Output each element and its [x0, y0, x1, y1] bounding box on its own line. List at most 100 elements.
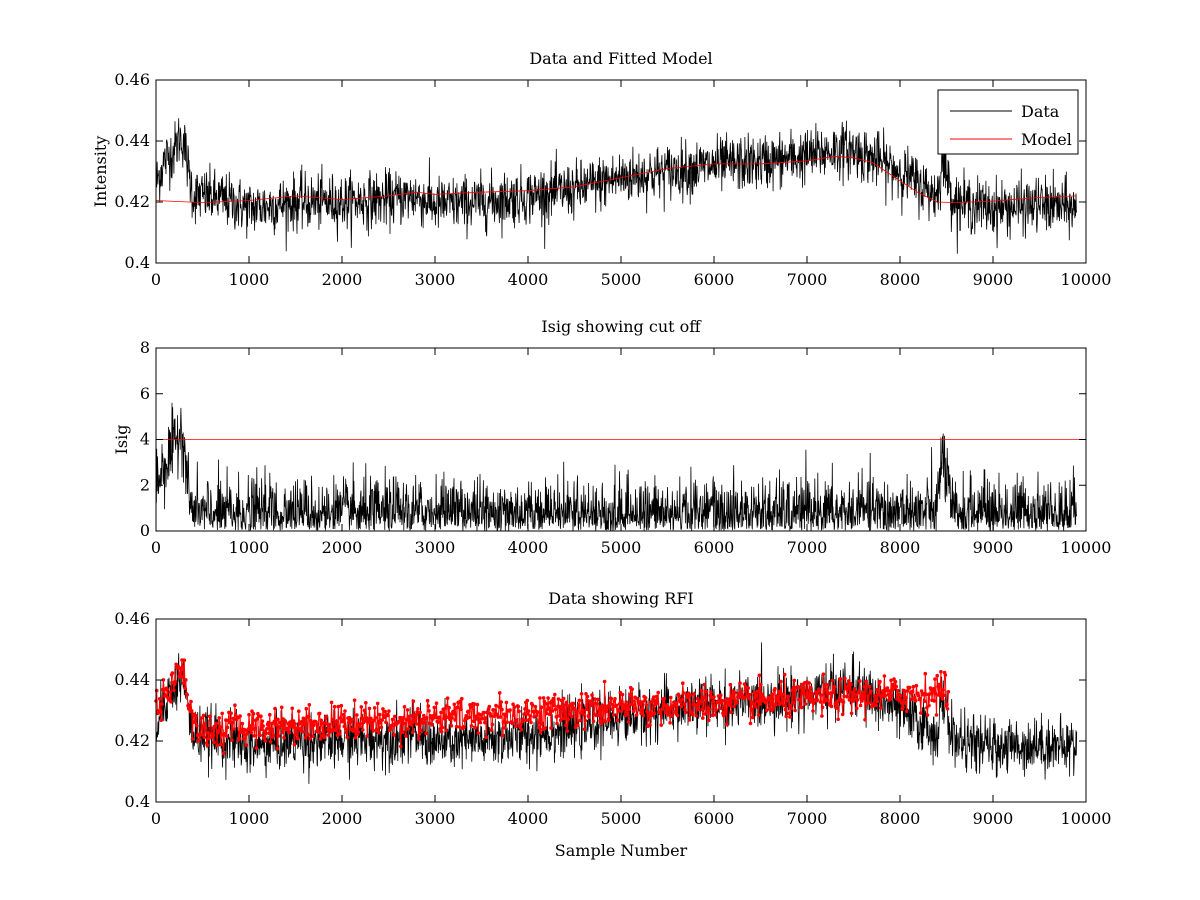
- rfi-point: [675, 701, 679, 705]
- rfi-point: [946, 690, 951, 694]
- rfi-point: [854, 693, 858, 697]
- rfi-point: [858, 679, 862, 683]
- rfi-point: [771, 706, 776, 710]
- rfi-point: [269, 727, 274, 731]
- rfi-point: [683, 707, 687, 712]
- rfi-point: [511, 702, 515, 706]
- rfi-point: [931, 687, 936, 691]
- rfi-point: [637, 702, 642, 707]
- x-tick-label: 10000: [1061, 270, 1112, 289]
- x-tick-label: 6000: [694, 270, 735, 289]
- rfi-point: [329, 700, 334, 705]
- rfi-point: [644, 703, 649, 707]
- rfi-point: [826, 683, 830, 687]
- rfi-point: [707, 718, 711, 723]
- rfi-point: [613, 697, 617, 701]
- rfi-point: [466, 709, 471, 714]
- rfi-point: [316, 730, 321, 734]
- rfi-point: [278, 720, 283, 725]
- rfi-point: [857, 689, 861, 694]
- rfi-point: [387, 709, 391, 713]
- rfi-point: [913, 696, 917, 700]
- rfi-point: [292, 742, 297, 747]
- rfi-point: [694, 713, 698, 718]
- rfi-point: [540, 722, 544, 726]
- rfi-point: [244, 743, 248, 747]
- rfi-point: [820, 705, 825, 710]
- rfi-point: [934, 713, 939, 717]
- rfi-point: [265, 727, 269, 731]
- rfi-point: [782, 703, 786, 708]
- rfi-point: [768, 702, 773, 707]
- rfi-point: [447, 705, 451, 710]
- rfi-point: [224, 734, 229, 738]
- rfi-point: [688, 693, 692, 697]
- rfi-point: [575, 709, 579, 713]
- rfi-point: [356, 730, 361, 734]
- rfi-point: [660, 707, 664, 712]
- rfi-point: [797, 697, 802, 702]
- rfi-point: [604, 709, 608, 714]
- rfi-point: [512, 705, 517, 709]
- rfi-point: [384, 720, 388, 724]
- rfi-point: [787, 711, 791, 716]
- rfi-point: [232, 727, 236, 731]
- rfi-point: [662, 696, 666, 701]
- rfi-point: [154, 688, 159, 693]
- rfi-point: [334, 720, 338, 724]
- rfi-point: [932, 699, 936, 703]
- rfi-point: [526, 709, 531, 713]
- rfi-point: [617, 709, 621, 713]
- rfi-point: [422, 713, 426, 718]
- rfi-point: [539, 705, 544, 709]
- rfi-point: [289, 722, 294, 727]
- rfi-point: [680, 698, 684, 702]
- rfi-point: [625, 704, 630, 708]
- rfi-point: [497, 705, 501, 709]
- rfi-point: [174, 662, 178, 667]
- rfi-point: [230, 720, 235, 725]
- rfi-point: [747, 696, 751, 701]
- rfi-point: [696, 707, 701, 712]
- rfi-point: [702, 682, 707, 687]
- rfi-point: [754, 693, 759, 698]
- x-tick-label: 0: [151, 809, 161, 828]
- rfi-point: [189, 709, 194, 713]
- rfi-point: [169, 699, 173, 704]
- rfi-point: [185, 693, 189, 697]
- rfi-point: [683, 710, 688, 715]
- rfi-point: [554, 715, 559, 719]
- rfi-point: [718, 706, 722, 710]
- rfi-point: [416, 736, 421, 741]
- rfi-point: [610, 707, 614, 711]
- panel-1-title: Data and Fitted Model: [529, 49, 712, 68]
- rfi-point: [378, 720, 383, 725]
- rfi-point: [904, 709, 909, 713]
- rfi-point: [781, 697, 785, 702]
- rfi-point: [603, 719, 608, 724]
- rfi-point: [179, 674, 184, 679]
- rfi-point: [419, 728, 423, 732]
- rfi-point: [893, 679, 898, 684]
- rfi-point: [832, 684, 837, 689]
- rfi-point: [727, 703, 732, 707]
- rfi-point: [585, 694, 590, 699]
- rfi-point: [494, 703, 498, 708]
- rfi-point: [318, 737, 323, 741]
- rfi-point: [556, 697, 561, 701]
- rfi-point: [730, 696, 734, 700]
- rfi-point: [713, 713, 718, 717]
- rfi-point: [183, 686, 187, 691]
- rfi-point: [652, 711, 657, 716]
- rfi-point: [362, 708, 367, 713]
- rfi-point: [928, 692, 932, 696]
- rfi-point: [332, 717, 336, 722]
- rfi-point: [422, 720, 427, 725]
- rfi-point: [634, 706, 638, 711]
- rfi-point: [811, 709, 815, 713]
- rfi-point: [427, 709, 431, 713]
- rfi-point: [582, 727, 587, 732]
- rfi-point: [723, 711, 727, 716]
- rfi-point: [533, 704, 538, 709]
- rfi-point: [260, 719, 265, 723]
